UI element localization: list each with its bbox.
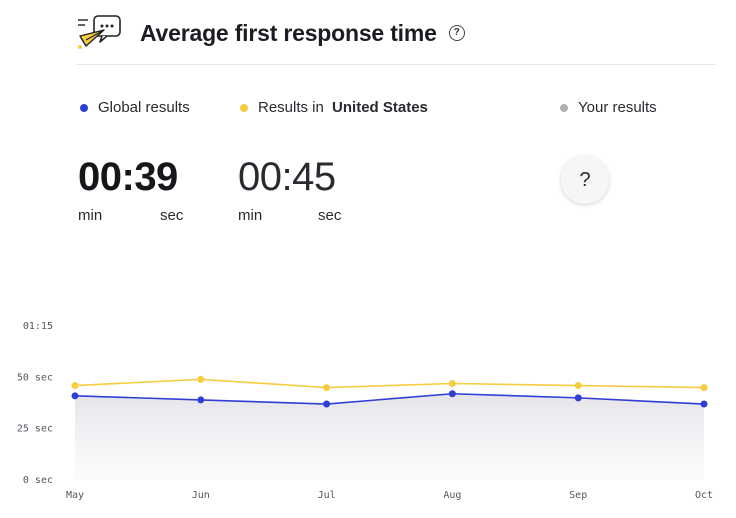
legend-global: Global results: [80, 99, 190, 116]
x-tick-label: May: [66, 490, 84, 501]
y-tick-label: 50 sec: [17, 372, 53, 383]
x-axis: May Jun Jul Aug Sep Oct: [66, 490, 713, 501]
series-lines: [74, 378, 705, 405]
x-tick-label: Jul: [318, 490, 336, 501]
legend-yours: Your results: [560, 99, 657, 116]
page-title: Average first response time: [140, 19, 437, 46]
global-results-point: [71, 392, 79, 400]
global-results-point: [448, 390, 456, 398]
results-in-united-states-point: [71, 382, 79, 390]
series-areas: [75, 393, 704, 480]
results-in-united-states-point: [700, 384, 708, 392]
global-sec-label: sec: [160, 207, 184, 224]
legend-country-label: Results in: [258, 99, 329, 116]
chart-header: Average first response time ?: [76, 12, 465, 54]
results-in-united-states-point: [323, 384, 331, 392]
x-tick-label: Aug: [443, 490, 461, 501]
legend-global-dot: [80, 103, 88, 112]
x-tick-label: Jun: [192, 490, 210, 501]
legend-yours-label: Your results: [578, 99, 657, 116]
chat-plane-logo-icon: [78, 15, 121, 49]
x-tick-label: Oct: [695, 490, 713, 501]
global-results-point: [323, 400, 331, 408]
x-tick-label: Sep: [569, 490, 587, 501]
question-circle-icon[interactable]: ?: [448, 25, 465, 41]
response-time-chart: 0 sec 25 sec 50 sec 01:15 May Jun Jul Aug Sep Oc…: [17, 321, 713, 501]
y-tick-label: 01:15: [23, 321, 53, 332]
legend-country: Results in United States: [240, 99, 428, 116]
legend-country-name: United States: [332, 99, 428, 116]
country-sec-label: sec: [318, 207, 342, 224]
results-in-united-states-point: [448, 379, 456, 387]
legend-country-dot: [240, 103, 248, 112]
results-in-united-states-point: [574, 382, 582, 390]
results-in-united-states-point: [197, 375, 205, 383]
results-in-united-states-line: [74, 378, 705, 389]
y-tick-label: 25 sec: [17, 424, 53, 435]
global-results-point: [574, 394, 582, 402]
country-min-label: min: [238, 207, 263, 224]
global-results-line: [74, 392, 705, 405]
header-divider: [76, 64, 716, 65]
global-results-point: [700, 400, 708, 408]
series-points: [71, 375, 708, 408]
y-tick-label: 0 sec: [23, 475, 53, 486]
global-results-area: [75, 393, 704, 480]
country-metric-value: 00:45: [238, 155, 336, 199]
legend-yours-dot: [560, 103, 568, 112]
y-axis: 0 sec 25 sec 50 sec 01:15: [17, 321, 53, 486]
global-min-label: min: [78, 207, 103, 224]
global-metric-value: 00:39: [78, 155, 178, 199]
legend-global-label: Global results: [98, 99, 190, 116]
global-results-point: [197, 396, 205, 404]
your-results-button[interactable]: ?: [561, 156, 609, 204]
